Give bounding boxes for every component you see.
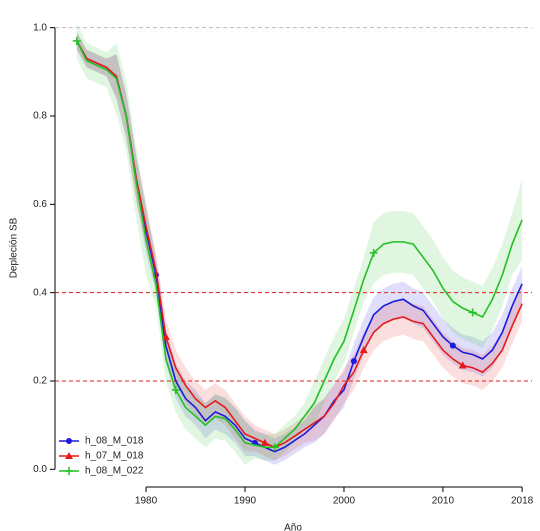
confidence-band	[76, 32, 523, 465]
y-tick-label: 0.0	[33, 464, 47, 475]
x-axis-label: Año	[284, 523, 302, 531]
marker	[350, 358, 357, 365]
marker	[359, 346, 368, 354]
marker	[72, 36, 81, 45]
marker	[458, 361, 467, 369]
y-tick-label: 0.4	[33, 287, 47, 298]
x-tick-label: 1980	[135, 496, 158, 507]
confidence-band	[76, 23, 523, 465]
marker	[171, 385, 180, 394]
series-line	[76, 40, 523, 449]
marker	[369, 248, 378, 257]
x-tick-label: 1990	[234, 496, 257, 507]
y-tick-label: 0.6	[33, 199, 47, 210]
y-axis-label: Depleción SB	[9, 217, 20, 278]
legend-label: h_08_M_018	[85, 436, 144, 447]
marker	[468, 308, 477, 317]
series-line	[76, 40, 523, 449]
x-tick-label: 2010	[432, 496, 455, 507]
marker	[270, 443, 279, 452]
x-tick-label: 2000	[333, 496, 356, 507]
x-tick-label: 2018	[511, 496, 534, 507]
y-tick-label: 0.8	[33, 111, 47, 122]
legend-label: h_07_M_018	[85, 451, 144, 462]
series-line	[76, 40, 523, 453]
y-tick-label: 1.0	[33, 22, 47, 33]
marker	[65, 467, 73, 475]
marker	[449, 342, 456, 349]
marker	[65, 452, 73, 459]
marker	[66, 438, 72, 444]
legend-label: h_08_M_022	[85, 466, 144, 477]
y-tick-label: 0.2	[33, 376, 47, 387]
marker	[260, 438, 269, 446]
confidence-band	[76, 32, 523, 461]
